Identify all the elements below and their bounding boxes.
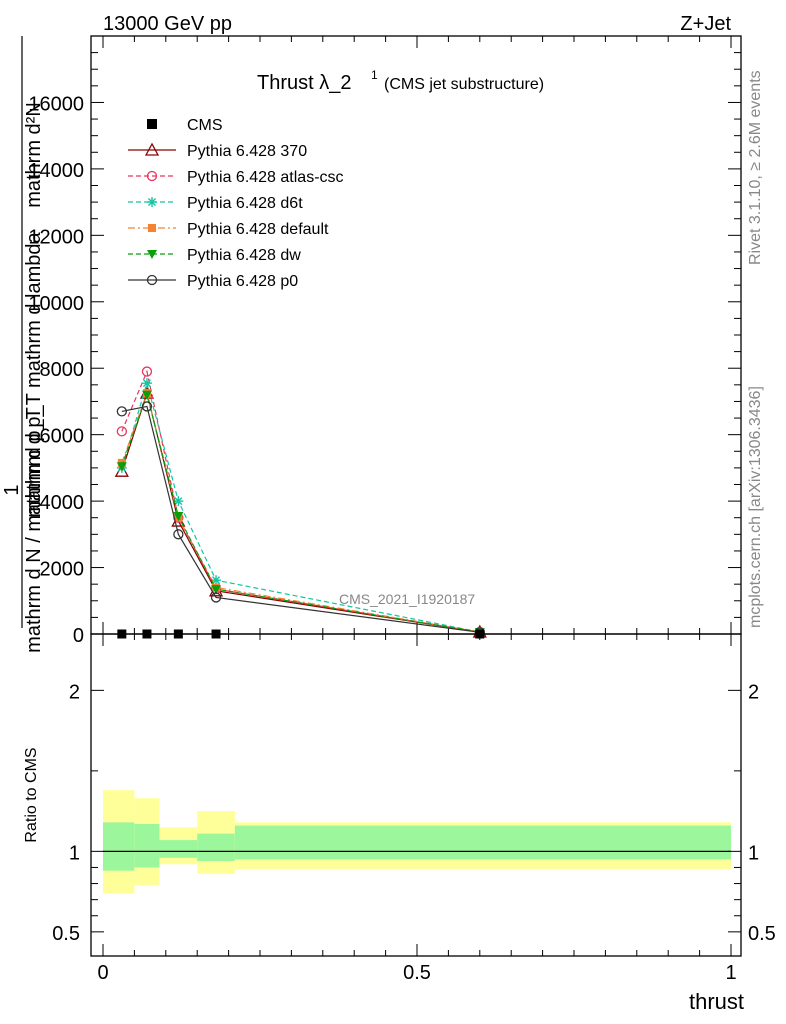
y-tick-label: 12000 [28, 226, 84, 248]
ratio-y-tick-label: 1 [69, 842, 80, 864]
series-point [116, 406, 127, 417]
series-point [173, 529, 184, 540]
legend-marker [146, 274, 158, 286]
legend-item: Pythia 6.428 370 [128, 142, 307, 160]
legend-item: Pythia 6.428 p0 [128, 273, 298, 290]
series-point [210, 592, 222, 603]
ratio-bands [103, 790, 731, 894]
plot-title-main: Thrust λ_2 [257, 72, 351, 94]
series-point [141, 378, 152, 389]
series-point [116, 426, 127, 437]
legend-label: Pythia 6.428 dw [187, 247, 301, 264]
y-tick-label: 4000 [40, 492, 85, 514]
ratio-band-inner [159, 840, 198, 858]
x-tick-label: 0.5 [403, 962, 431, 984]
legend-item: Pythia 6.428 dw [128, 247, 301, 264]
x-tick-label: 0 [97, 962, 108, 984]
ratio-band-inner [234, 825, 731, 860]
series-point [141, 390, 152, 400]
legend-label: Pythia 6.428 default [187, 221, 329, 238]
plot-title-subtitle: (CMS jet substructure) [384, 76, 544, 93]
series-point [116, 462, 127, 472]
legend-marker [147, 197, 157, 207]
y-label-numerator: mathrm d²N [23, 102, 45, 208]
header-energy: 13000 GeV pp [103, 13, 232, 35]
plot-title-superscript: 1 [371, 68, 378, 82]
y-tick-label: 16000 [28, 93, 84, 115]
ratio-y-label: Ratio to CMS [23, 747, 40, 842]
x-tick-label: 1 [725, 962, 736, 984]
y-tick-label: 8000 [40, 359, 85, 381]
ratio-y-tick-label: 0.5 [52, 923, 80, 945]
series-5 [116, 401, 485, 638]
ratio-band-inner [197, 833, 235, 862]
series-line [121, 391, 480, 633]
legend-marker [147, 119, 157, 129]
legend-item: Pythia 6.428 default [128, 221, 329, 238]
y-tick-label: 6000 [40, 426, 85, 448]
y-label-differential: mathrm d p_T mathrm d lambda [23, 231, 45, 517]
legend: CMS Pythia 6.428 370 Pythia 6.428 atlas-cs… [128, 117, 344, 290]
legend-marker [146, 170, 158, 182]
main-plot-series [114, 366, 487, 639]
ratio-y-tick-label: 2 [69, 681, 80, 703]
header-process: Z+Jet [680, 13, 731, 35]
series-point [141, 401, 153, 412]
legend-label: Pythia 6.428 d6t [187, 195, 303, 212]
series-point [211, 585, 222, 595]
legend-marker [147, 250, 157, 259]
mcplots-label: mcplots.cern.ch [arXiv:1306.3436] [747, 386, 764, 628]
ratio-plot-panel: 0.5 0.5 1 1 2 2 0 0.5 1 Ratio to CMS thrust [23, 633, 776, 1014]
legend-item-cms: CMS [147, 117, 223, 134]
legend-marker [144, 142, 160, 156]
ratio-y-tick-label-right: 0.5 [748, 923, 776, 945]
ratio-band-inner [134, 823, 160, 868]
series-point [173, 512, 184, 522]
ratio-y-tick-label-right: 2 [748, 681, 759, 703]
x-axis-label: thrust [689, 989, 744, 1014]
y-tick-label: 2000 [40, 559, 85, 581]
legend-item: Pythia 6.428 d6t [128, 195, 303, 212]
y-tick-label: 0 [73, 625, 84, 647]
legend-label: CMS [187, 117, 223, 134]
main-plot-ticks: 0 2000 4000 6000 8000 10000 12000 14000 16000 [28, 36, 741, 647]
y-tick-label: 14000 [28, 160, 84, 182]
series-point [141, 366, 153, 377]
legend-marker [148, 224, 156, 232]
series-line [121, 405, 480, 633]
rivet-version-label: Rivet 3.1.10, ≥ 2.6M events [747, 70, 764, 265]
y-label-one: 1 [1, 484, 23, 495]
ratio-y-tick-label-right: 1 [748, 842, 759, 864]
analysis-watermark: CMS_2021_I1920187 [339, 591, 475, 607]
ratio-plot-frame [90, 633, 742, 957]
legend-label: Pythia 6.428 atlas-csc [187, 169, 344, 186]
legend-item: Pythia 6.428 atlas-csc [128, 169, 344, 186]
main-plot-panel: 0 2000 4000 6000 8000 10000 12000 14000 16000 Th… [1, 35, 742, 653]
legend-label: Pythia 6.428 p0 [187, 273, 298, 290]
ratio-band-inner [103, 822, 135, 871]
y-label-denominator: mathrm d N / mathrm d p_T [23, 407, 45, 653]
legend-label: Pythia 6.428 370 [187, 143, 307, 160]
y-tick-label: 10000 [28, 293, 84, 315]
ratio-plot-ticks: 0.5 0.5 1 1 2 2 0 0.5 1 [52, 634, 776, 984]
